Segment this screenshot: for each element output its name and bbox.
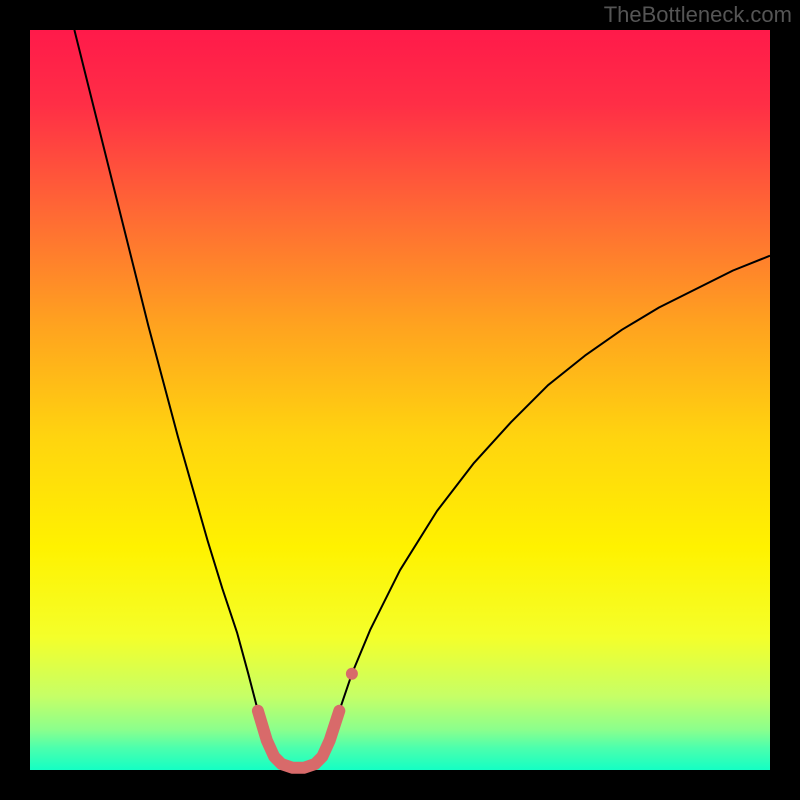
plot-background (30, 30, 770, 770)
chart-svg (0, 0, 800, 800)
chart-canvas: TheBottleneck.com (0, 0, 800, 800)
highlight-dot (346, 668, 358, 680)
watermark-text: TheBottleneck.com (604, 2, 792, 28)
